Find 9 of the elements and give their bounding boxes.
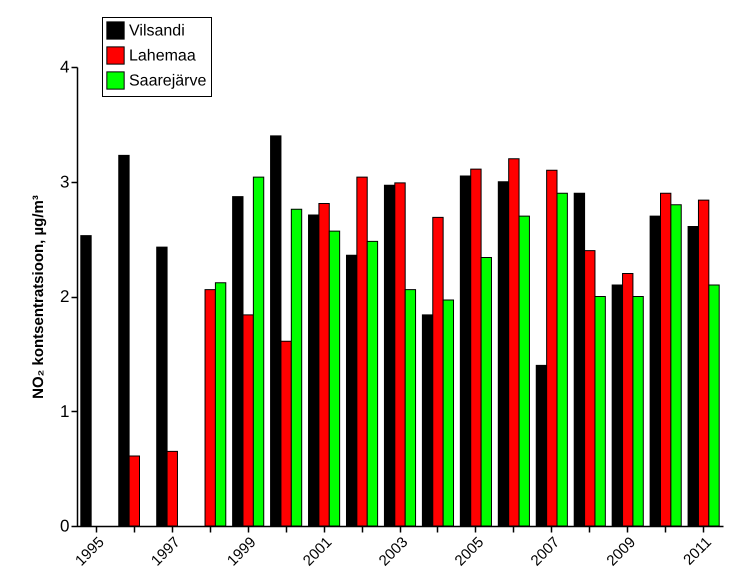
y-tick-label: 2 <box>60 287 70 306</box>
legend-label: Lahemaa <box>129 48 196 64</box>
y-tick-label: 4 <box>60 58 70 76</box>
y-tick-label: 0 <box>60 516 70 536</box>
y-axis-title: NO₂ kontsentratsioon, µg/m³ <box>30 195 48 399</box>
legend-label: Vilsandi <box>129 22 185 40</box>
y-tick-label: 3 <box>60 172 70 192</box>
legend-label: Saarejärve <box>129 72 206 90</box>
y-tick-label: 1 <box>60 402 70 421</box>
